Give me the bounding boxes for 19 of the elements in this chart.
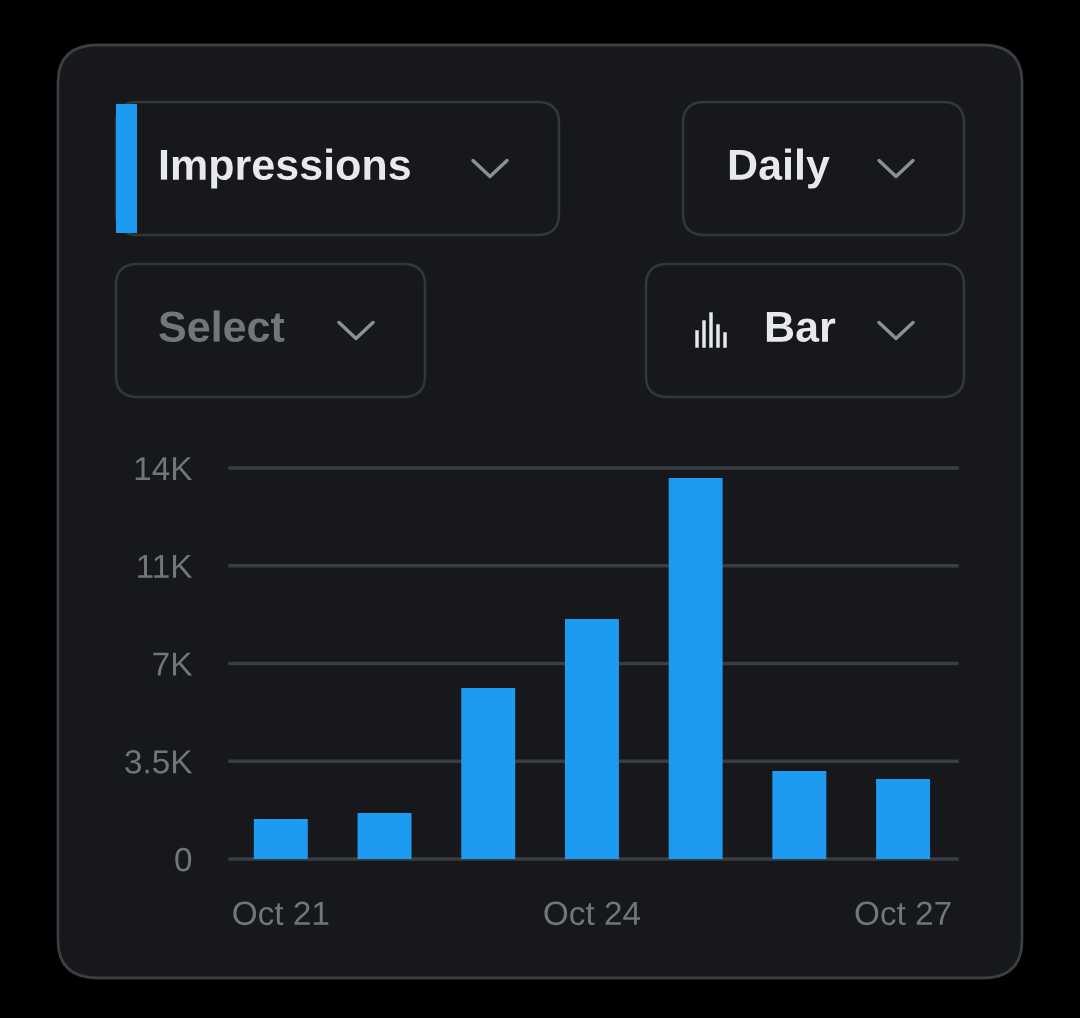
- bar: [357, 812, 412, 859]
- bar: [876, 779, 931, 859]
- y-tick-label: 3.5K: [125, 750, 193, 774]
- bar: [668, 478, 723, 859]
- bar: [564, 619, 619, 859]
- text: Select: [159, 310, 285, 343]
- bar: [461, 688, 516, 859]
- x-tick-label: Oct 27: [855, 901, 951, 926]
- bar: [772, 771, 827, 859]
- x-tick-label: Oct 21: [233, 901, 329, 926]
- y-tick-label: 14K: [135, 457, 193, 481]
- text: Bar: [766, 312, 836, 343]
- y-tick-label: 11K: [138, 554, 193, 578]
- y-tick-label: 7K: [153, 652, 193, 676]
- x-tick-label: Oct 24: [544, 901, 641, 926]
- text: Impressions: [160, 148, 410, 189]
- text: Daily: [729, 148, 830, 189]
- bar: [253, 819, 308, 859]
- y-tick-label: 0: [175, 847, 192, 872]
